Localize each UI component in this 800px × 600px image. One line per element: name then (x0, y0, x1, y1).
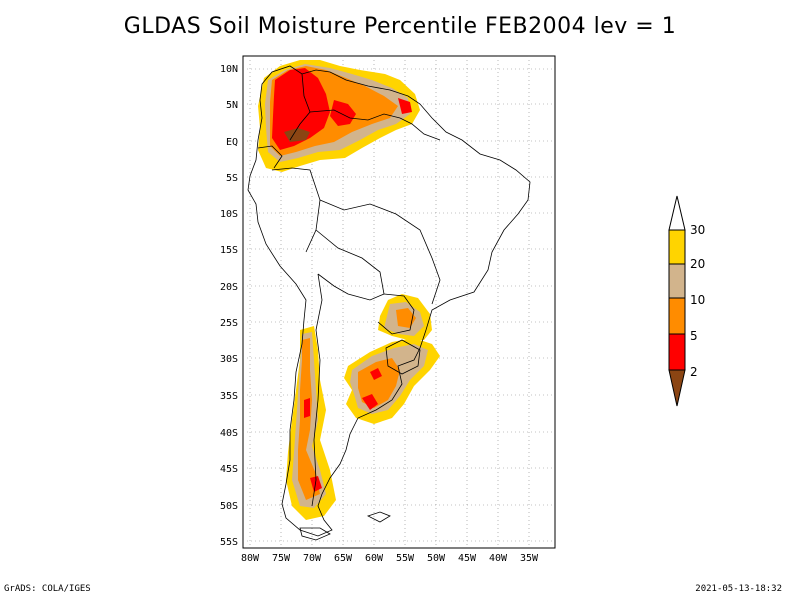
lat-tick-label: 30S (220, 354, 238, 365)
brazil-west-border (319, 199, 441, 305)
lon-tick-label: 40W (489, 553, 508, 564)
uruguay-border (385, 339, 421, 375)
andes-red-area (304, 398, 310, 418)
lon-tick-label: 70W (303, 553, 322, 564)
falklands (366, 511, 391, 523)
paraguay-border (377, 293, 415, 335)
lat-tick-label: 25S (220, 318, 238, 329)
colorbar-label: 10 (690, 293, 705, 307)
lat-tick-label: 35S (220, 391, 238, 402)
north-red-area (272, 68, 330, 150)
lat-tick-label: EQ (226, 137, 238, 148)
lat-tick-label: 20S (220, 282, 238, 293)
colorbar-bottom-arrow (668, 369, 686, 407)
colorbar-segment-2-5 (668, 333, 686, 371)
colorbar-label: 2 (690, 365, 698, 379)
footer-credit: GrADS: COLA/IGES (4, 584, 91, 594)
colorbar: 30 20 10 5 2 (668, 195, 705, 407)
andes-orange-area (298, 338, 320, 500)
colorbar-segment-20-30 (668, 229, 686, 265)
guianas-border (399, 117, 441, 141)
lat-tick-label: 15S (220, 245, 238, 256)
lon-tick-label: 80W (241, 553, 260, 564)
coastlines (247, 65, 531, 541)
colorbar-top-arrow (668, 195, 686, 231)
north-red-area-3 (398, 98, 412, 114)
patagonia-red-area (310, 476, 322, 492)
argentina-border (311, 273, 323, 507)
lon-ticks: 80W 75W 70W 65W 60W 55W 50W 45W 40W 35W (241, 553, 539, 564)
lon-tick-label: 50W (427, 553, 446, 564)
colorbar-label: 30 (690, 223, 705, 237)
lat-tick-label: 10S (220, 209, 238, 220)
tierra-del-fuego (299, 527, 331, 541)
peru-border (271, 167, 321, 253)
lat-tick-label: 5S (226, 173, 238, 184)
lon-tick-label: 55W (396, 553, 415, 564)
lat-tick-label: 5N (226, 100, 238, 111)
plot-frame (242, 55, 556, 549)
colorbar-segment-5-10 (668, 297, 686, 335)
lon-tick-label: 35W (520, 553, 539, 564)
lat-ticks: 10N 5N EQ 5S 10S 15S 20S 25S 30S 35S 40S… (220, 64, 238, 548)
colorbar-label: 5 (690, 329, 698, 343)
colorbar-segment-10-20 (668, 263, 686, 299)
lat-tick-label: 45S (220, 464, 238, 475)
lon-tick-label: 75W (272, 553, 291, 564)
lon-tick-label: 65W (334, 553, 353, 564)
footer-timestamp: 2021-05-13-18:32 (695, 584, 782, 594)
lon-tick-label: 60W (365, 553, 384, 564)
shaded-areas (258, 60, 440, 520)
lat-tick-label: 40S (220, 428, 238, 439)
lat-tick-label: 10N (220, 64, 238, 75)
lon-tick-label: 45W (458, 553, 477, 564)
pampas-red-area-2 (370, 368, 382, 380)
map-title: GLDAS Soil Moisture Percentile FEB2004 l… (123, 14, 677, 39)
north-red-area-2 (330, 100, 356, 126)
ecuador-border (257, 145, 283, 169)
lat-tick-label: 55S (220, 537, 238, 548)
south-america-coastline (247, 65, 531, 537)
pampas-red-area (362, 394, 378, 410)
colorbar-label: 20 (690, 257, 705, 271)
lat-tick-label: 50S (220, 501, 238, 512)
venezuela-border (309, 109, 401, 121)
